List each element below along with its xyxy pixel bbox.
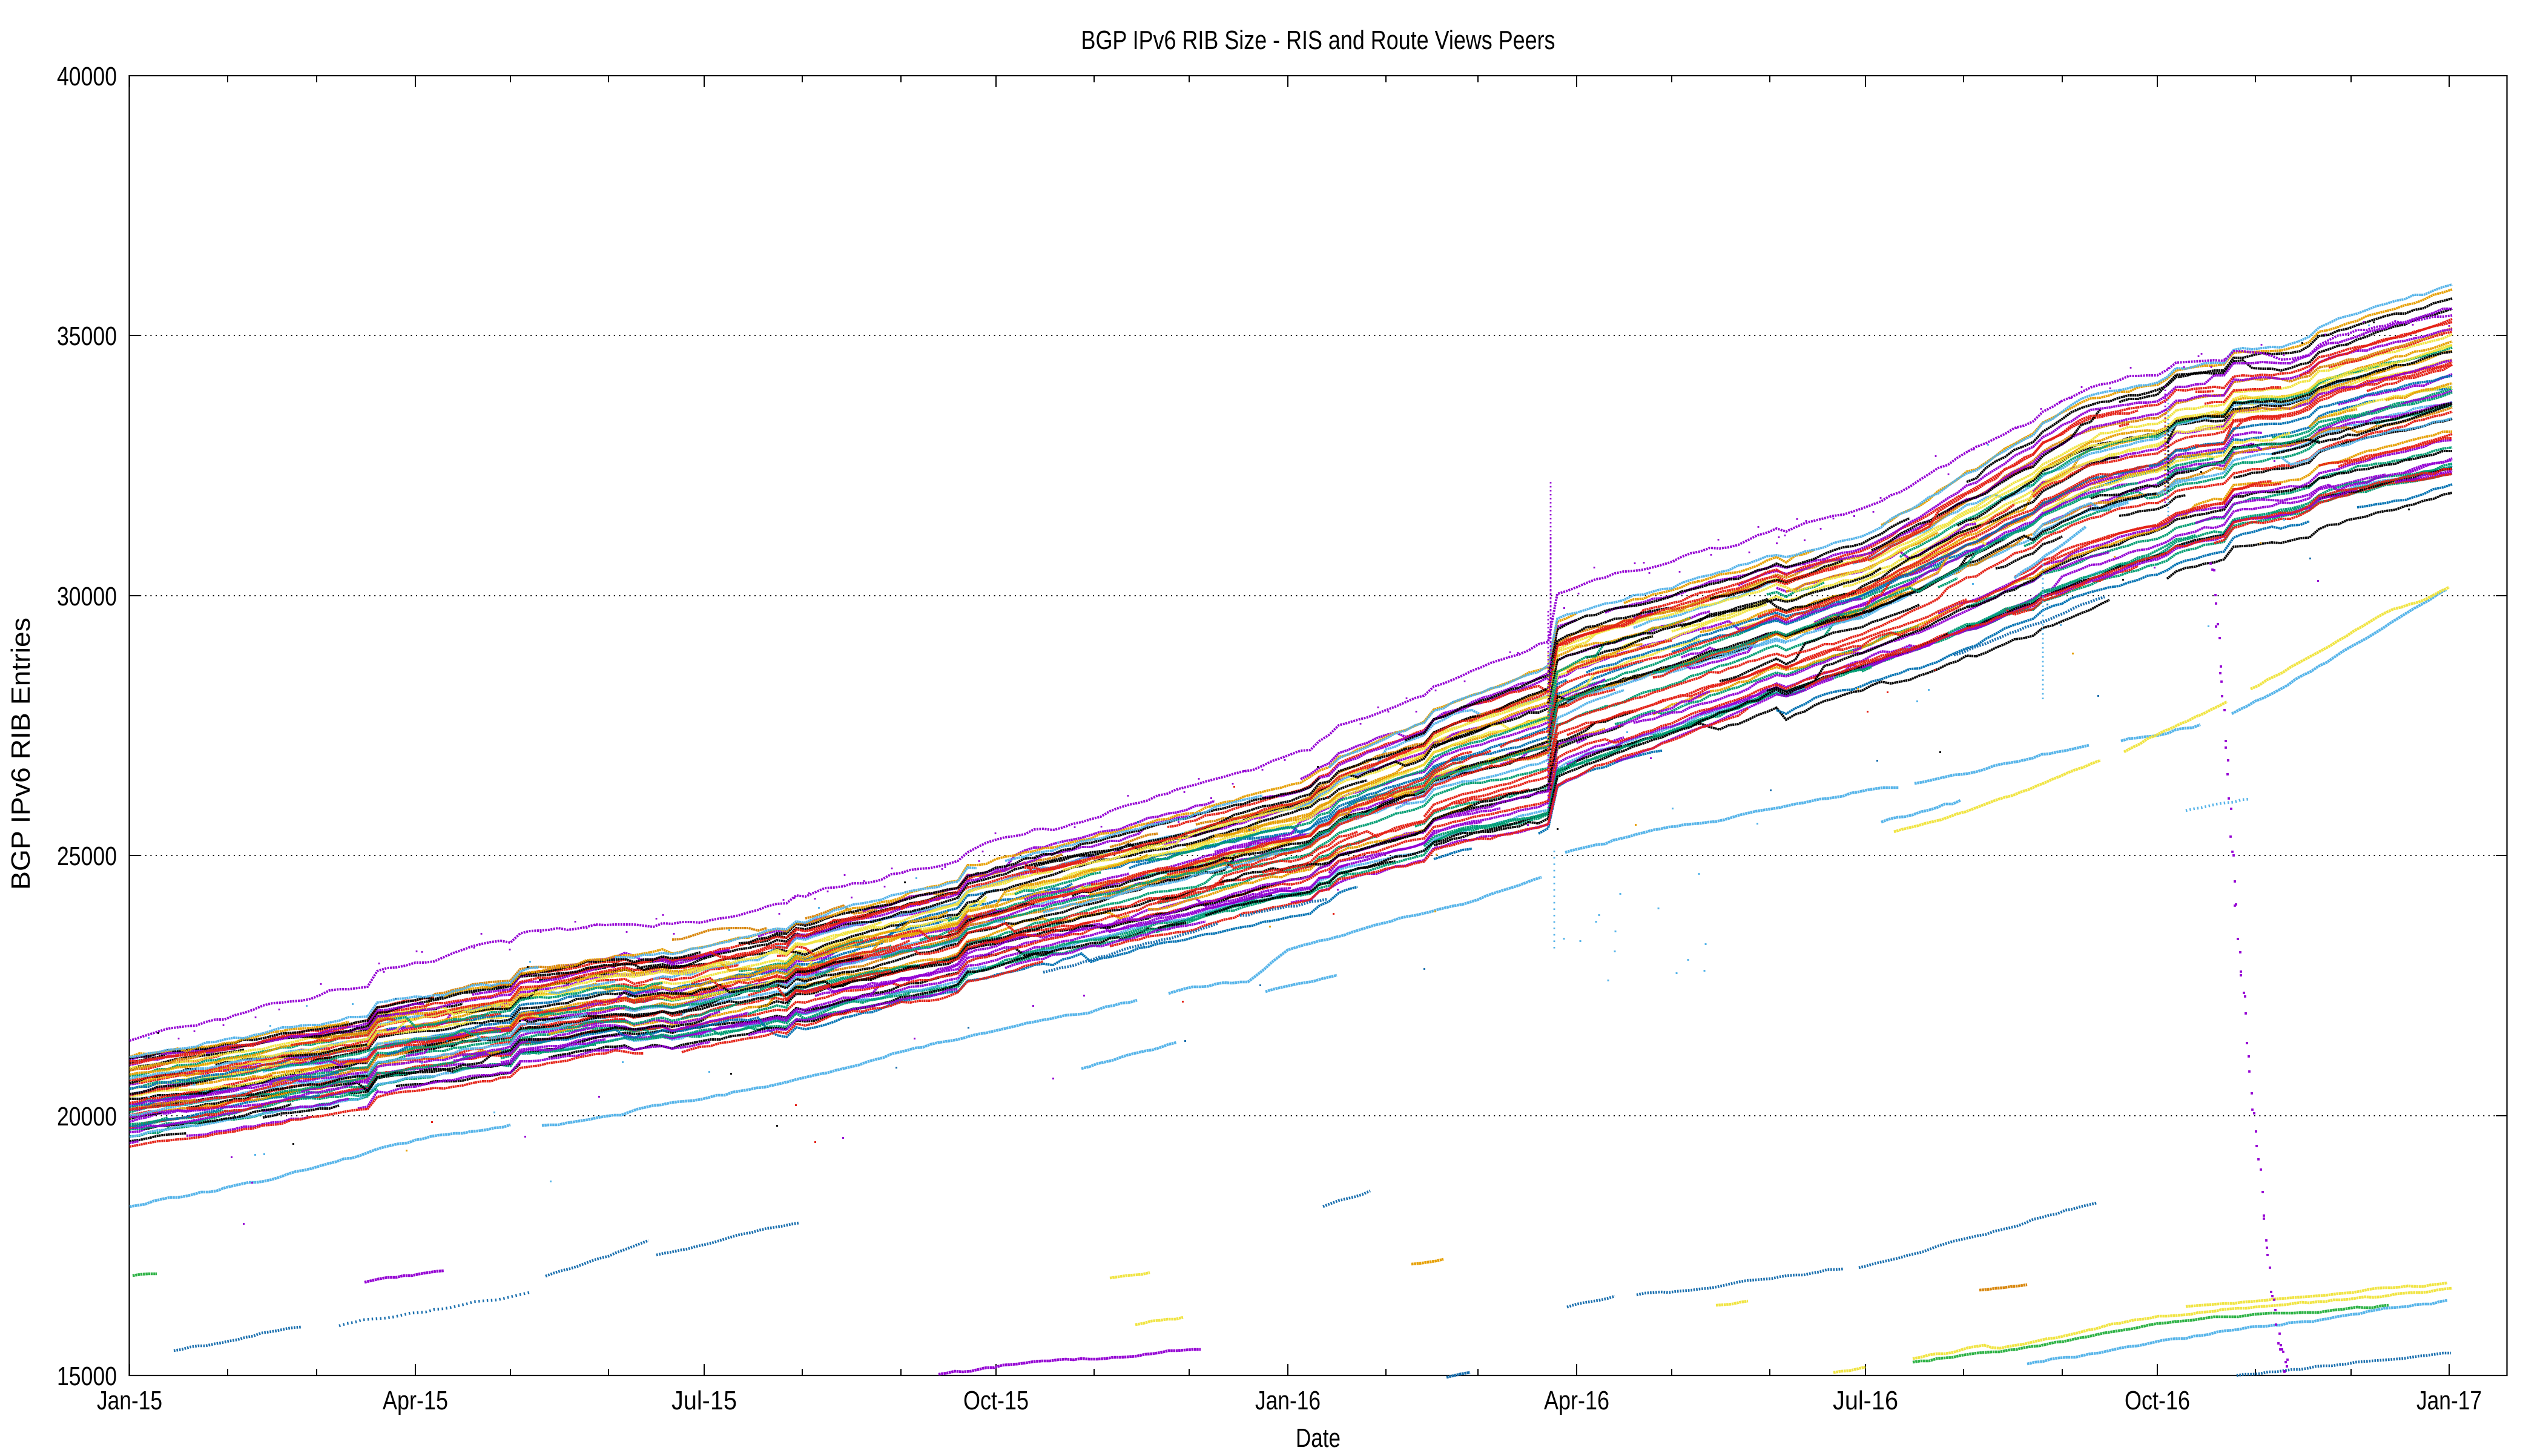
svg-text:40000: 40000	[57, 62, 117, 91]
svg-text:Jan-15: Jan-15	[97, 1386, 162, 1415]
svg-text:30000: 30000	[57, 582, 117, 611]
svg-text:Jan-17: Jan-17	[2416, 1386, 2482, 1415]
svg-text:Oct-15: Oct-15	[963, 1386, 1029, 1415]
svg-text:Jan-16: Jan-16	[1255, 1386, 1321, 1415]
svg-text:Apr-16: Apr-16	[1544, 1386, 1609, 1415]
svg-text:35000: 35000	[57, 321, 117, 351]
svg-text:Jul-15: Jul-15	[671, 1386, 737, 1415]
svg-text:Apr-15: Apr-15	[383, 1386, 448, 1415]
svg-text:BGP IPv6 RIB Size - RIS and Ro: BGP IPv6 RIB Size - RIS and Route Views …	[1081, 25, 1555, 55]
svg-text:15000: 15000	[57, 1362, 117, 1391]
svg-text:Date: Date	[1296, 1423, 1341, 1453]
svg-text:25000: 25000	[57, 842, 117, 871]
svg-text:BGP IPv6 RIB Entries: BGP IPv6 RIB Entries	[6, 618, 36, 890]
svg-text:20000: 20000	[57, 1102, 117, 1132]
svg-text:Jul-16: Jul-16	[1833, 1386, 1898, 1415]
svg-text:Oct-16: Oct-16	[2125, 1386, 2190, 1415]
